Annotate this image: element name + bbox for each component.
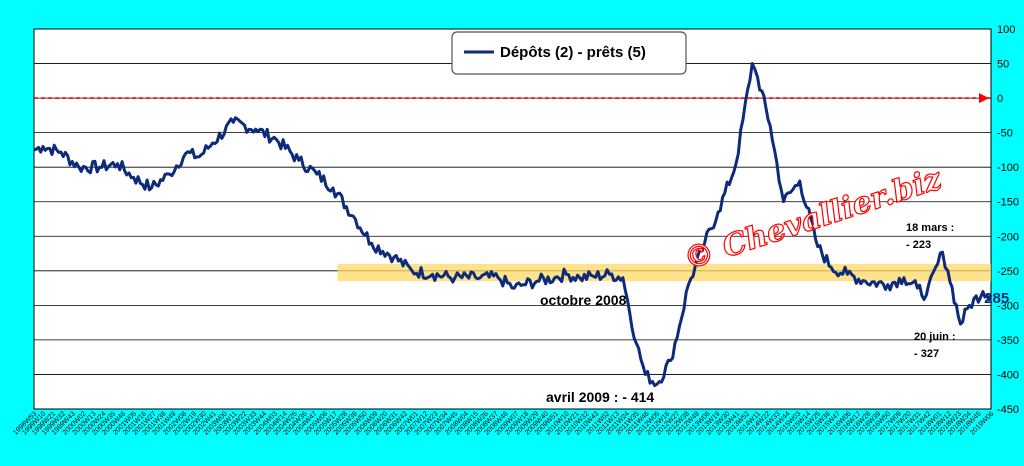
y-tick-label: -100 (997, 162, 1019, 174)
annotation-20-juin-line2: - 327 (914, 348, 939, 360)
annotation-octobre-2008: octobre 2008 (540, 292, 627, 308)
y-tick-label: -350 (997, 335, 1019, 347)
annotation-18-mars-line2: - 223 (906, 239, 931, 251)
annotations: octobre 2008 avril 2009 : - 414 18 mars : -… (540, 222, 956, 405)
y-tick-label: -250 (997, 266, 1019, 278)
y-tick-label: 100 (997, 24, 1015, 36)
last-value-label: - 285 (975, 290, 1009, 307)
zero-line-arrow (979, 93, 989, 104)
y-tick-label: -200 (997, 231, 1019, 243)
plot-area (33, 28, 992, 410)
legend-box (451, 31, 687, 75)
annotation-18-mars-line1: 18 mars : (906, 222, 954, 234)
y-tick-label: -400 (997, 369, 1019, 381)
legend: Dépôts (2) - prêts (5) (451, 31, 687, 75)
y-tick-label: 0 (997, 93, 1003, 105)
highlight-band (337, 263, 991, 282)
annotation-20-juin-line1: 20 juin : (914, 331, 956, 343)
y-tick-label: -450 (997, 404, 1019, 416)
y-tick-label: 50 (997, 59, 1009, 71)
annotation-avril-2009: avril 2009 : - 414 (546, 389, 654, 405)
gridlines (34, 28, 991, 410)
y-axis-ticks: 100 50 0 -50 -100 -150 -200 -250 -300 -350 -400 -45… (997, 24, 1019, 416)
legend-label: Dépôts (2) - prêts (5) (500, 44, 646, 61)
y-tick-label: -150 (997, 197, 1019, 209)
y-tick-label: -300 (997, 300, 1019, 312)
series-line (33, 62, 993, 388)
y-tick-label: -50 (997, 128, 1013, 140)
x-axis-ticks: 1998W531999W101999W211999W321999W432000W… (12, 410, 995, 436)
